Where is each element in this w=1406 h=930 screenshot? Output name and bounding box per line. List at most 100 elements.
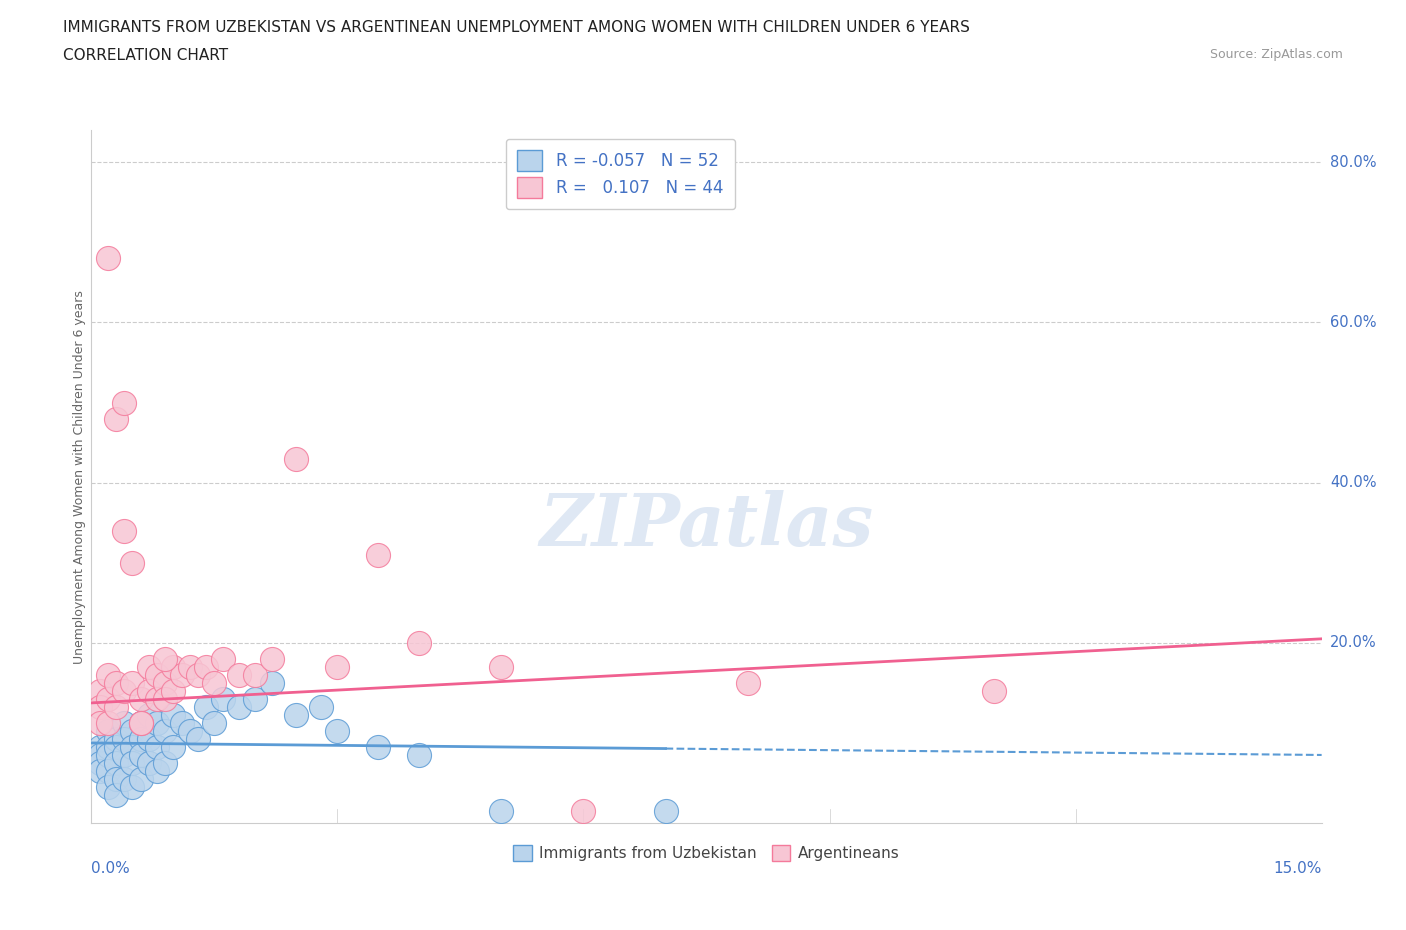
Point	[367, 547, 389, 562]
Point	[162, 684, 184, 698]
Text: ZIPatlas: ZIPatlas	[540, 489, 873, 561]
Point	[112, 732, 135, 747]
Point	[105, 788, 127, 803]
Point	[309, 699, 332, 714]
Point	[146, 764, 169, 778]
Point	[260, 675, 283, 690]
Point	[138, 659, 160, 674]
Point	[138, 732, 160, 747]
Point	[153, 755, 177, 770]
Y-axis label: Unemployment Among Women with Children Under 6 years: Unemployment Among Women with Children U…	[73, 289, 86, 664]
Point	[121, 724, 143, 738]
Point	[326, 659, 349, 674]
Point	[105, 675, 127, 690]
Point	[153, 675, 177, 690]
Point	[245, 668, 267, 683]
Point	[97, 739, 120, 754]
Point	[245, 692, 267, 707]
Point	[146, 668, 169, 683]
Text: 15.0%: 15.0%	[1274, 861, 1322, 876]
Point	[228, 699, 250, 714]
Point	[162, 739, 184, 754]
Point	[97, 668, 120, 683]
Point	[97, 779, 120, 794]
Point	[170, 715, 193, 730]
Point	[121, 779, 143, 794]
Point	[97, 715, 120, 730]
Legend: R = -0.057   N = 52, R =   0.107   N = 44: R = -0.057 N = 52, R = 0.107 N = 44	[506, 139, 735, 209]
Point	[326, 724, 349, 738]
Text: 40.0%: 40.0%	[1330, 475, 1376, 490]
Point	[129, 715, 152, 730]
Point	[491, 804, 513, 818]
Point	[408, 635, 430, 650]
Point	[146, 715, 169, 730]
Point	[105, 739, 127, 754]
Point	[105, 772, 127, 787]
Text: 0.0%: 0.0%	[91, 861, 131, 876]
Point	[367, 739, 389, 754]
Point	[97, 764, 120, 778]
Point	[195, 659, 218, 674]
Point	[179, 724, 201, 738]
Point	[97, 724, 120, 738]
Point	[105, 411, 127, 426]
Point	[228, 668, 250, 683]
Point	[179, 659, 201, 674]
Point	[491, 659, 513, 674]
Point	[285, 451, 308, 466]
Point	[97, 748, 120, 763]
Point	[654, 804, 676, 818]
Point	[112, 395, 135, 410]
Point	[112, 715, 135, 730]
Point	[129, 715, 152, 730]
Point	[97, 692, 120, 707]
Point	[129, 748, 152, 763]
Point	[129, 715, 152, 730]
Point	[408, 748, 430, 763]
Point	[146, 739, 169, 754]
Point	[285, 708, 308, 723]
Point	[146, 692, 169, 707]
Point	[121, 675, 143, 690]
Point	[202, 675, 225, 690]
Text: 60.0%: 60.0%	[1330, 315, 1376, 330]
Text: 80.0%: 80.0%	[1330, 154, 1376, 170]
Point	[89, 748, 111, 763]
Text: IMMIGRANTS FROM UZBEKISTAN VS ARGENTINEAN UNEMPLOYMENT AMONG WOMEN WITH CHILDREN: IMMIGRANTS FROM UZBEKISTAN VS ARGENTINEA…	[63, 20, 970, 35]
Point	[97, 251, 120, 266]
Point	[162, 659, 184, 674]
Point	[105, 755, 127, 770]
Point	[129, 692, 152, 707]
Point	[260, 651, 283, 666]
Point	[162, 708, 184, 723]
Point	[202, 715, 225, 730]
Point	[129, 732, 152, 747]
Point	[211, 651, 233, 666]
Point	[121, 739, 143, 754]
Point	[153, 651, 177, 666]
Point	[89, 764, 111, 778]
Point	[138, 755, 160, 770]
Text: 20.0%: 20.0%	[1330, 635, 1376, 650]
Point	[187, 732, 209, 747]
Text: Source: ZipAtlas.com: Source: ZipAtlas.com	[1209, 48, 1343, 61]
Point	[112, 772, 135, 787]
Point	[170, 668, 193, 683]
Point	[129, 772, 152, 787]
Point	[105, 699, 127, 714]
Point	[89, 739, 111, 754]
Point	[187, 668, 209, 683]
Point	[138, 684, 160, 698]
Point	[105, 732, 127, 747]
Point	[112, 748, 135, 763]
Point	[572, 804, 595, 818]
Point	[112, 684, 135, 698]
Point	[737, 675, 759, 690]
Point	[112, 524, 135, 538]
Point	[138, 708, 160, 723]
Point	[153, 692, 177, 707]
Point	[121, 755, 143, 770]
Text: CORRELATION CHART: CORRELATION CHART	[63, 48, 228, 63]
Point	[121, 555, 143, 570]
